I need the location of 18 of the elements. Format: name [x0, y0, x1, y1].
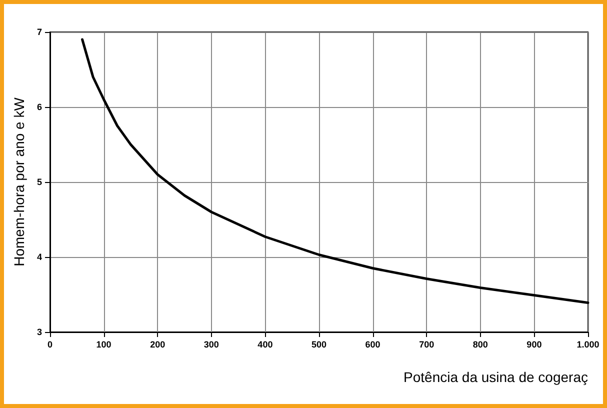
x-tick-label: 0 [47, 340, 53, 350]
y-tick-label: 5 [36, 177, 42, 187]
x-tick-label: 200 [150, 340, 166, 350]
y-tick-label: 3 [36, 327, 42, 337]
y-tick-label: 4 [36, 252, 42, 262]
x-tick-label: 500 [311, 340, 327, 350]
x-tick-label: 100 [96, 340, 112, 350]
y-axis-title: Homem-hora por ano e kW [11, 96, 27, 266]
y-tick-label: 6 [36, 102, 42, 112]
x-tick-label: 300 [204, 340, 219, 350]
x-tick-label: 1.000 [576, 340, 600, 350]
x-tick-label: 700 [419, 340, 434, 350]
x-axis-title: Potência da usina de cogeraç [404, 369, 588, 385]
x-tick-label: 600 [365, 340, 380, 350]
y-tick-label: 7 [36, 27, 42, 37]
x-tick-label: 800 [472, 340, 488, 350]
x-tick-label: 900 [526, 340, 542, 350]
x-tick-label: 400 [258, 340, 273, 350]
